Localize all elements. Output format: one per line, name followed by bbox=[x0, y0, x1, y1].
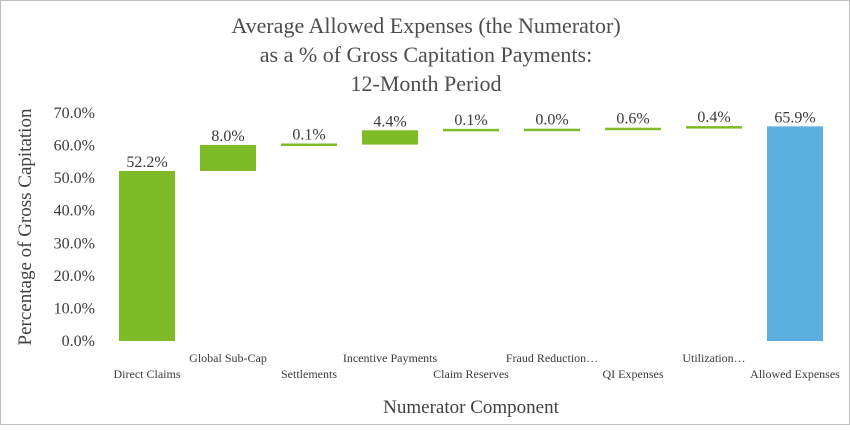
chart-title-line-1: Average Allowed Expenses (the Numerator) bbox=[231, 13, 620, 38]
data-label: 0.6% bbox=[616, 111, 649, 128]
y-axis-ticks: 0.0% 10.0% 20.0% 30.0% 40.0% 50.0% 60.0% 70.0% bbox=[54, 105, 95, 350]
x-tick-label: Settlements bbox=[281, 367, 337, 381]
data-label: 0.0% bbox=[535, 112, 568, 129]
bar bbox=[200, 144, 256, 171]
data-labels: 52.2% 8.0% 0.1% 4.4% 0.1% 0.0% 0.6% 0.4% 65.9% bbox=[126, 109, 815, 171]
data-label: 65.9% bbox=[774, 109, 815, 126]
bar bbox=[119, 170, 175, 341]
y-tick-label: 20.0% bbox=[54, 268, 95, 285]
y-tick-label: 30.0% bbox=[54, 235, 95, 252]
bar bbox=[686, 126, 742, 129]
x-tick-label: QI Expenses bbox=[603, 367, 664, 381]
chart-title: Average Allowed Expenses (the Numerator)… bbox=[231, 13, 620, 96]
x-tick-label: Incentive Payments bbox=[343, 351, 438, 365]
bar bbox=[524, 128, 580, 132]
chart-title-line-3: 12-Month Period bbox=[351, 71, 502, 96]
x-tick-label: Utilization… bbox=[682, 351, 745, 365]
bar bbox=[362, 130, 418, 145]
y-tick-label: 70.0% bbox=[54, 105, 95, 122]
x-tick-label: Fraud Reduction… bbox=[506, 351, 598, 365]
data-label: 4.4% bbox=[373, 113, 406, 130]
x-tick-label: Direct Claims bbox=[114, 367, 181, 381]
x-tick-label: Claim Reserves bbox=[433, 367, 509, 381]
y-tick-label: 60.0% bbox=[54, 138, 95, 155]
chart-title-line-2: as a % of Gross Capitation Payments: bbox=[260, 42, 592, 67]
y-tick-label: 10.0% bbox=[54, 300, 95, 317]
data-label: 52.2% bbox=[126, 154, 167, 171]
y-tick-label: 0.0% bbox=[62, 333, 95, 350]
x-axis-title: Numerator Component bbox=[383, 397, 559, 418]
y-tick-label: 50.0% bbox=[54, 170, 95, 187]
data-label: 0.1% bbox=[454, 112, 487, 129]
bar bbox=[605, 127, 661, 131]
y-tick-label: 40.0% bbox=[54, 203, 95, 220]
bar bbox=[443, 128, 499, 132]
x-tick-label: Allowed Expenses bbox=[750, 367, 840, 381]
bar bbox=[281, 143, 337, 147]
bar bbox=[767, 126, 823, 342]
x-tick-label: Global Sub-Cap bbox=[189, 351, 267, 365]
y-axis-title: Percentage of Gross Capitation bbox=[15, 108, 36, 345]
data-label: 8.0% bbox=[211, 128, 244, 145]
data-label: 0.4% bbox=[697, 109, 730, 126]
bars bbox=[119, 126, 823, 342]
x-axis-ticks: Direct Claims Global Sub-Cap Settlements In… bbox=[114, 351, 841, 381]
data-label: 0.1% bbox=[292, 127, 325, 144]
